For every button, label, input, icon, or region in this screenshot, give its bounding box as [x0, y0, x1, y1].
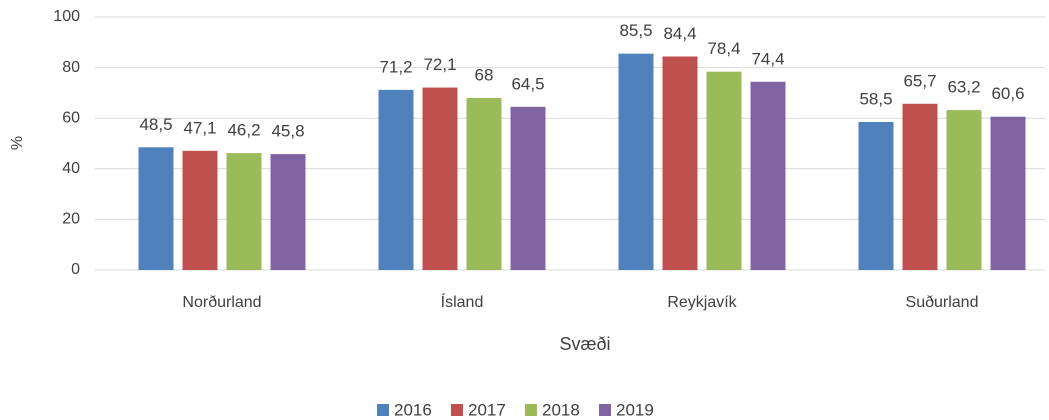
legend-swatch — [599, 404, 611, 416]
legend-label: 2016 — [394, 400, 432, 419]
bar — [750, 81, 786, 270]
x-tick-label: Ísland — [441, 292, 484, 311]
bar — [378, 89, 414, 270]
bar — [662, 56, 698, 270]
x-axis-title: Svæði — [559, 334, 610, 354]
bar — [990, 116, 1026, 270]
bar — [270, 154, 306, 270]
data-label: 78,4 — [707, 39, 740, 58]
x-tick-label: Reykjavík — [667, 294, 737, 311]
legend-label: 2018 — [542, 400, 580, 419]
bar — [510, 106, 546, 270]
bar — [706, 71, 742, 270]
data-label: 48,5 — [139, 115, 172, 134]
data-label: 46,2 — [227, 121, 260, 140]
legend-swatch — [525, 404, 537, 416]
data-label: 74,4 — [751, 49, 784, 68]
bar — [902, 103, 938, 271]
y-tick-label: 100 — [53, 8, 80, 25]
bar — [466, 97, 502, 271]
y-tick-label: 40 — [62, 160, 80, 177]
bar — [226, 153, 262, 270]
y-tick-label: 80 — [62, 59, 80, 76]
data-label: 58,5 — [859, 89, 892, 108]
data-label: 47,1 — [183, 118, 216, 137]
data-label: 85,5 — [619, 21, 652, 40]
legend-label: 2019 — [616, 400, 654, 419]
x-tick-label: Norðurland — [182, 294, 261, 311]
bar — [182, 150, 218, 270]
legend-label: 2017 — [468, 400, 506, 419]
data-label: 68 — [475, 65, 494, 84]
data-label: 60,6 — [991, 84, 1024, 103]
legend-swatch — [377, 404, 389, 416]
y-tick-label: 0 — [71, 261, 80, 278]
bar — [618, 53, 654, 271]
y-axis-title: % — [9, 136, 26, 150]
data-label: 84,4 — [663, 24, 696, 43]
data-label: 72,1 — [423, 55, 456, 74]
y-tick-label: 20 — [62, 211, 80, 228]
data-label: 71,2 — [379, 57, 412, 76]
bar — [422, 87, 458, 270]
y-tick-label: 60 — [62, 109, 80, 126]
bar — [138, 147, 174, 270]
bar — [946, 110, 982, 270]
data-label: 65,7 — [903, 71, 936, 90]
legend-swatch — [451, 404, 463, 416]
data-label: 45,8 — [271, 122, 304, 141]
bar — [858, 121, 894, 271]
x-tick-label: Suðurland — [906, 294, 979, 311]
data-label: 63,2 — [947, 78, 980, 97]
data-label: 64,5 — [511, 74, 544, 93]
